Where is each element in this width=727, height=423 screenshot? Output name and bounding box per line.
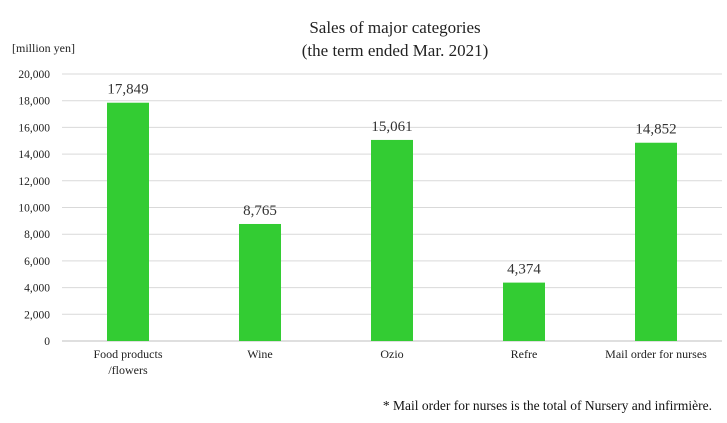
chart-title-line-2: (the term ended Mar. 2021) — [302, 41, 488, 60]
y-tick-label: 16,000 — [18, 122, 50, 134]
y-tick-label: 6,000 — [24, 256, 50, 268]
chart-title-line-1: Sales of major categories — [309, 18, 480, 37]
bars — [107, 102, 677, 341]
footnote: * Mail order for nurses is the total of … — [383, 398, 712, 413]
y-axis-tick-labels: 0 2,000 4,000 6,000 8,000 10,000 12,000 14,000 1… — [18, 69, 50, 348]
x-category-label: Mail order for nurses — [605, 347, 707, 361]
data-label: 15,061 — [371, 119, 412, 135]
x-category-label: /flowers — [108, 363, 148, 377]
y-tick-label: 20,000 — [18, 69, 50, 81]
y-tick-label: 10,000 — [18, 203, 50, 215]
y-tick-label: 8,000 — [24, 229, 50, 241]
x-category-label: Ozio — [380, 347, 403, 361]
x-axis-category-labels: Food products/flowers Wine Ozio Refre Mail o… — [94, 347, 708, 377]
y-axis-unit-label: [million yen] — [12, 41, 75, 55]
bar — [107, 102, 149, 341]
y-tick-label: 2,000 — [24, 309, 50, 321]
bar — [503, 282, 545, 341]
bar — [371, 139, 413, 341]
x-category-label: Food products — [94, 347, 163, 361]
data-label: 14,852 — [635, 122, 676, 138]
y-tick-label: 12,000 — [18, 176, 50, 188]
data-label: 4,374 — [507, 262, 541, 278]
x-category-label: Refre — [511, 347, 538, 361]
y-tick-label: 4,000 — [24, 283, 50, 295]
y-tick-label: 0 — [44, 336, 50, 348]
bar — [635, 142, 677, 341]
x-category-label: Wine — [247, 347, 273, 361]
data-label: 8,765 — [243, 203, 277, 219]
bar — [239, 223, 281, 341]
y-tick-label: 18,000 — [18, 96, 50, 108]
data-labels: 17,849 8,765 15,061 4,374 14,852 — [107, 82, 676, 278]
y-tick-label: 14,000 — [18, 149, 50, 161]
data-label: 17,849 — [107, 82, 148, 98]
